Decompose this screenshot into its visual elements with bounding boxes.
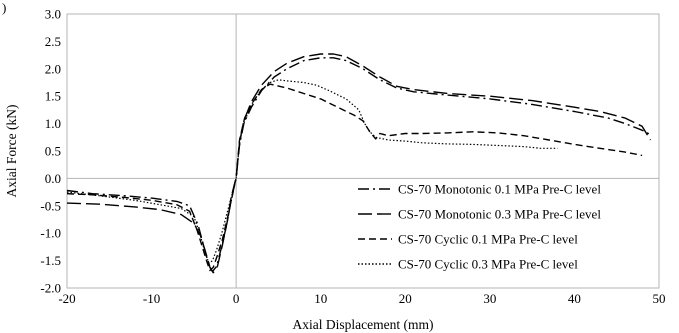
legend-label-4: CS-70 Cyclic 0.3 MPa Pre-C level <box>398 257 578 272</box>
x-tick-label: -10 <box>143 291 160 306</box>
series-line-2 <box>66 53 652 274</box>
y-tick-label: 0.5 <box>45 144 61 159</box>
series-layer <box>66 53 652 274</box>
series-line-1 <box>66 57 651 273</box>
x-tick-label: 30 <box>483 291 496 306</box>
x-axis-ticks: -20 -10 0 10 20 30 40 50 <box>58 291 665 306</box>
y-tick-label: -2.0 <box>40 281 61 296</box>
y-tick-label: 2.5 <box>45 34 61 49</box>
y-tick-label: 2.0 <box>45 61 61 76</box>
y-tick-label: 0.0 <box>45 171 61 186</box>
y-tick-label: 3.0 <box>45 7 61 22</box>
y-axis-title: Axial Force (kN) <box>4 105 19 198</box>
legend-label-2: CS-70 Monotonic 0.3 MPa Pre-C level <box>398 207 601 222</box>
series-line-3 <box>66 83 643 272</box>
legend-label-1: CS-70 Monotonic 0.1 MPa Pre-C level <box>398 182 601 197</box>
series-line-4 <box>66 79 558 264</box>
x-tick-label: 40 <box>568 291 581 306</box>
legend-label-3: CS-70 Cyclic 0.1 MPa Pre-C level <box>398 232 578 247</box>
x-axis-title: Axial Displacement (mm) <box>293 317 434 332</box>
y-tick-label: 1.5 <box>45 89 61 104</box>
x-tick-label: 0 <box>233 291 240 306</box>
x-tick-label: 10 <box>314 291 327 306</box>
x-tick-label: -20 <box>58 291 75 306</box>
y-tick-label: -1.0 <box>40 226 61 241</box>
plot-frame <box>66 13 660 289</box>
y-axis-ticks: -2.0 -1.5 -1.0 -0.5 0.0 0.5 1.0 1.5 2.0 2.5 3.0 <box>40 7 61 296</box>
y-tick-label: 1.0 <box>45 116 61 131</box>
x-tick-label: 50 <box>653 291 666 306</box>
plot-area <box>66 13 660 289</box>
x-tick-label: 20 <box>399 291 412 306</box>
y-tick-label: -1.5 <box>40 253 61 268</box>
y-tick-label: -0.5 <box>40 198 61 213</box>
legend: CS-70 Monotonic 0.1 MPa Pre-C level CS-70… <box>358 182 601 272</box>
partial-label: ) <box>2 0 6 15</box>
